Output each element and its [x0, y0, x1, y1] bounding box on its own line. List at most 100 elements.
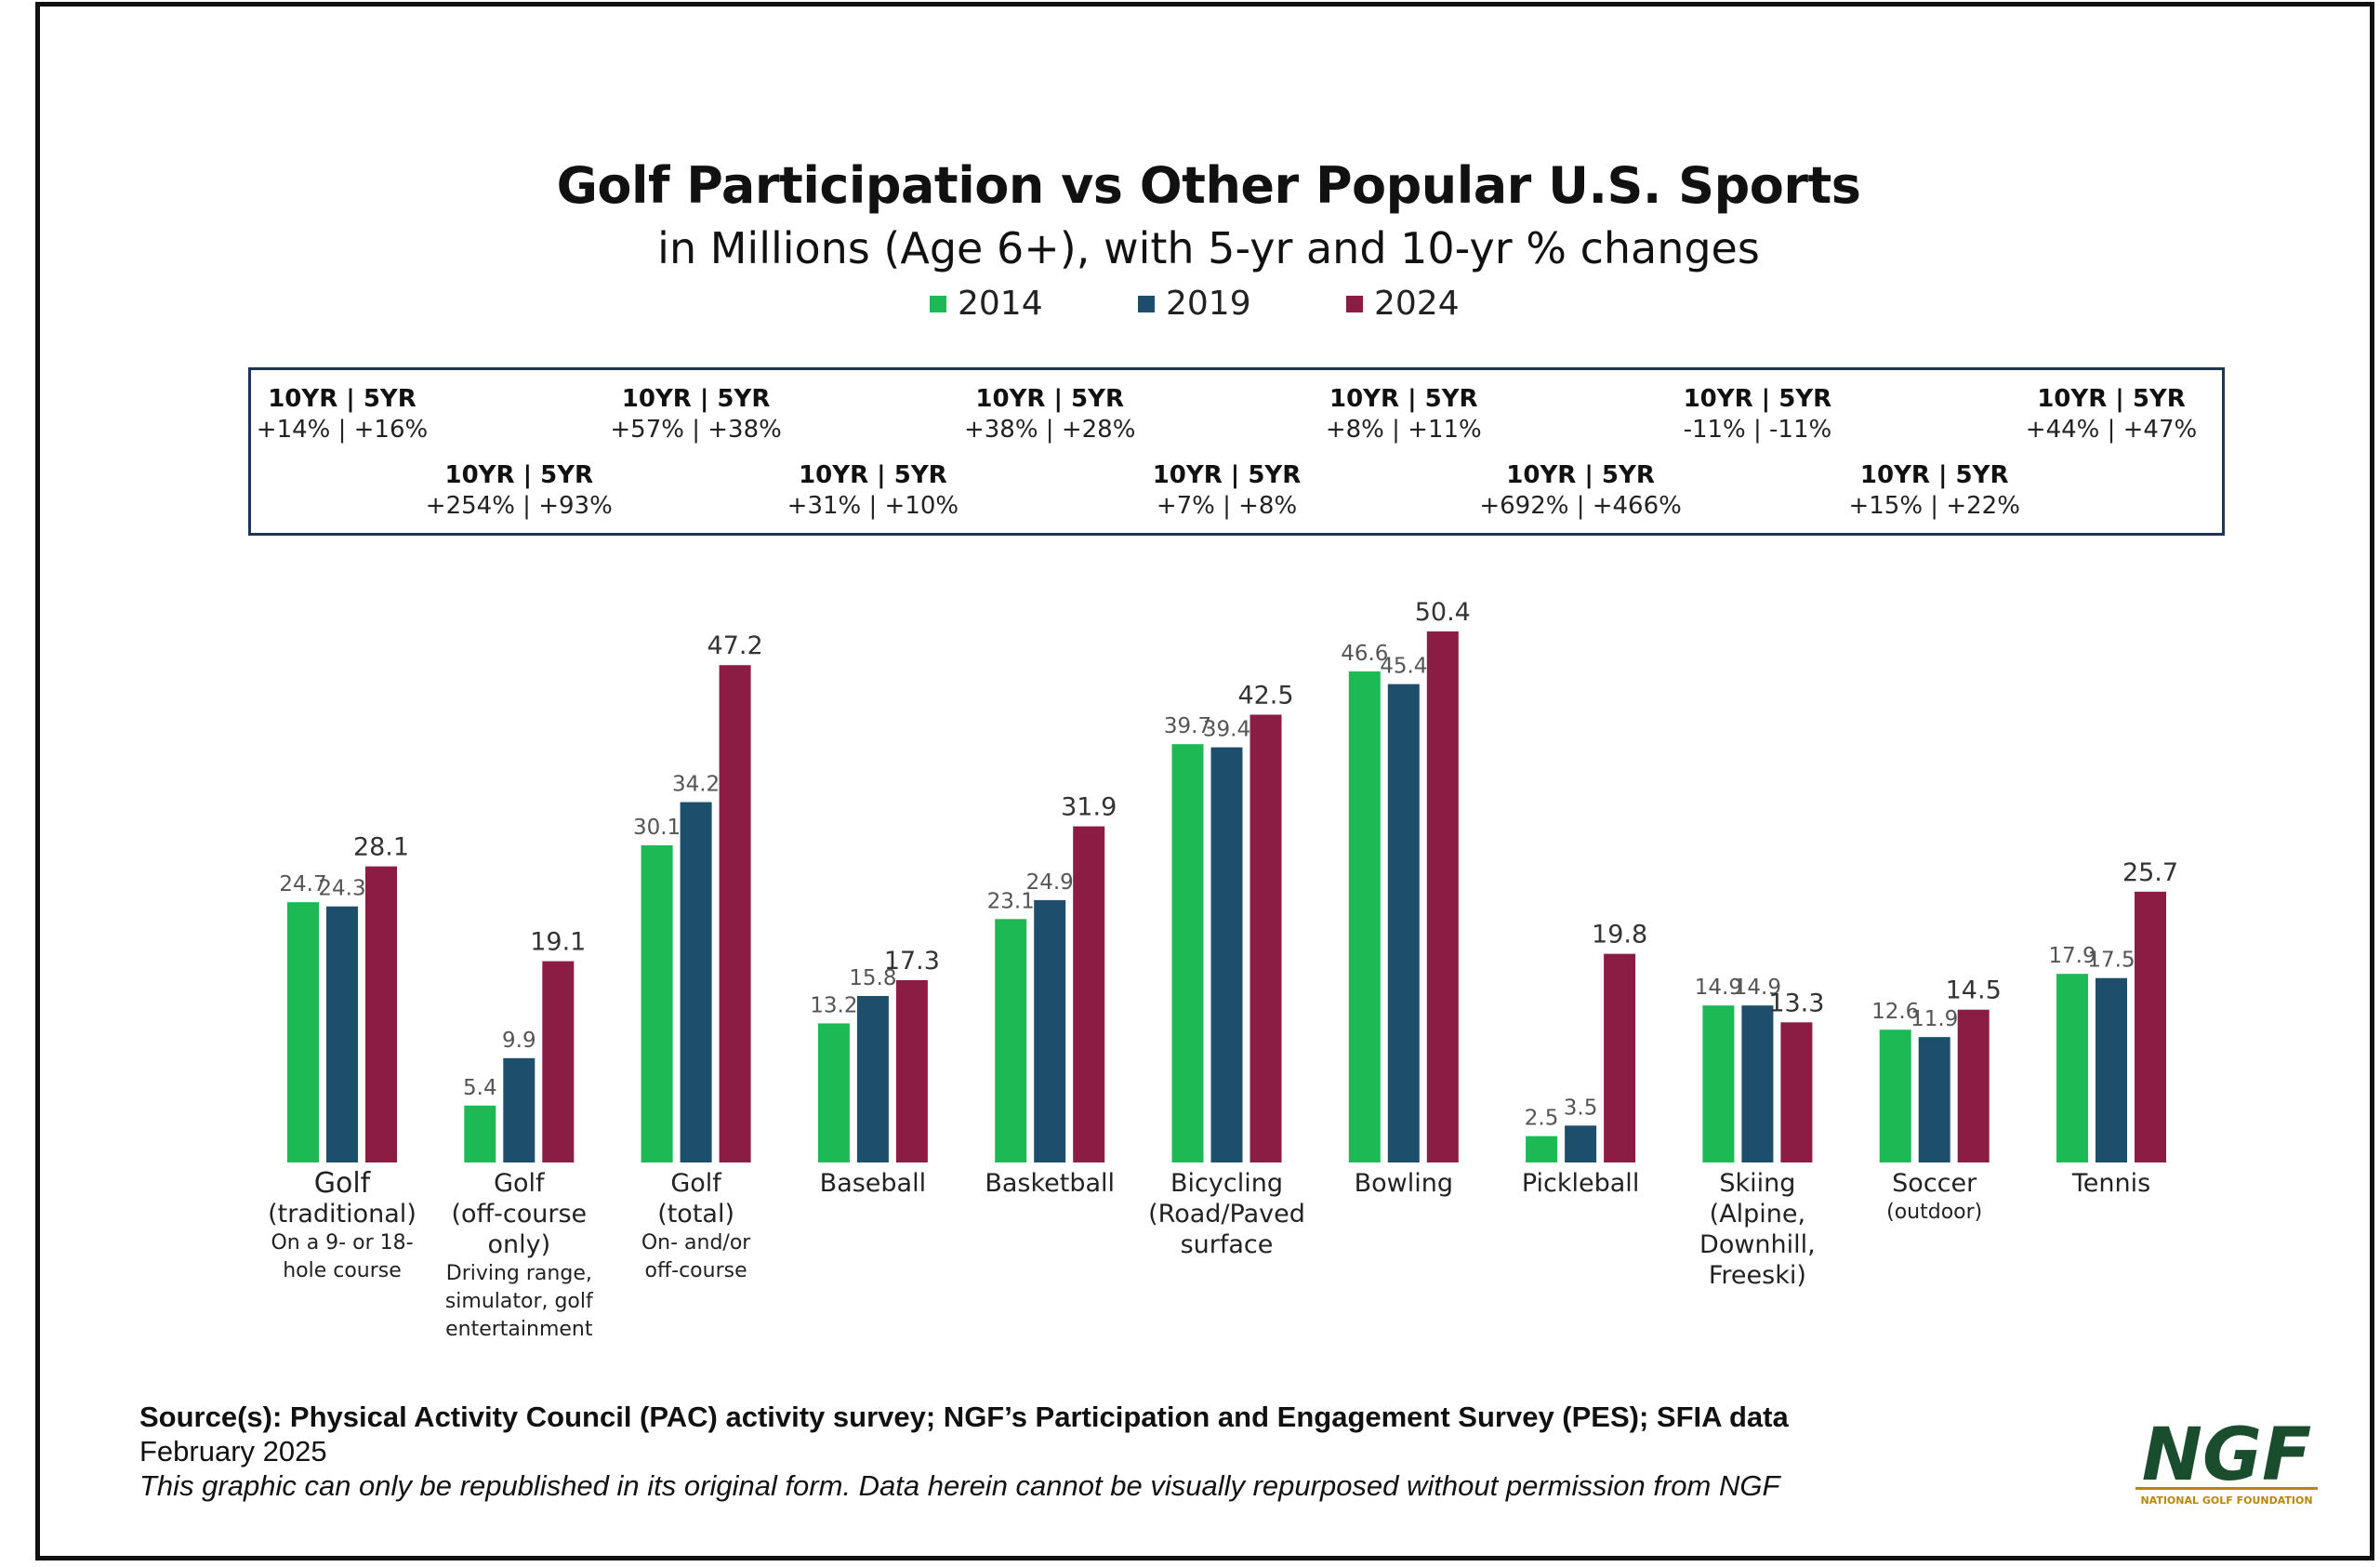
- bar-2024-6: [1426, 631, 1459, 1162]
- category-subline: On- and/or: [641, 1231, 751, 1255]
- legend-item-2014: 2014: [930, 285, 1138, 323]
- data-label: 12.6: [1871, 1000, 1919, 1024]
- category-line: Golf: [494, 1169, 545, 1198]
- category-line: (total): [657, 1200, 734, 1228]
- bar-2019-1: [503, 1057, 536, 1162]
- category-label-0: Golf (traditional) On a 9- or 18- hole cour…: [235, 1168, 449, 1285]
- data-label: 9.9: [502, 1029, 536, 1053]
- date-line: February 2025: [139, 1435, 327, 1467]
- legend-swatch: [1138, 295, 1155, 312]
- percent-change-value: +7% | +8%: [1156, 492, 1298, 520]
- category-subline: Driving range,: [445, 1262, 592, 1285]
- category-line: Bowling: [1354, 1169, 1453, 1198]
- data-label: 23.1: [987, 889, 1035, 913]
- data-label: 28.1: [353, 833, 409, 862]
- bar-2019-3: [856, 995, 889, 1162]
- percent-change-header: 10YR | 5YR: [799, 461, 947, 489]
- data-label: 42.5: [1237, 681, 1293, 710]
- percent-change-value: +14% | +16%: [256, 416, 429, 444]
- category-label-1: Golf (off-course only) Driving range, simula…: [412, 1168, 626, 1344]
- percent-change-header: 10YR | 5YR: [975, 385, 1124, 413]
- bar-2019-10: [2096, 977, 2127, 1162]
- category-line: (Alpine,: [1709, 1200, 1806, 1228]
- category-line: (off-course: [451, 1200, 588, 1228]
- data-label: 2.5: [1525, 1107, 1559, 1131]
- data-label: 50.4: [1415, 598, 1471, 627]
- disclaimer-line: This graphic can only be republished in …: [139, 1469, 1780, 1502]
- data-label: 30.1: [633, 816, 681, 840]
- category-label-10: Tennis: [2004, 1168, 2218, 1199]
- category-label-3: Baseball: [766, 1168, 980, 1199]
- bar-2014-10: [2056, 974, 2088, 1162]
- percent-change-value: +254% | +93%: [425, 492, 613, 520]
- data-label: 24.3: [318, 877, 365, 901]
- legend-swatch: [1346, 295, 1363, 312]
- data-label: 47.2: [707, 631, 763, 660]
- category-line: only): [487, 1230, 551, 1259]
- percent-change-header: 10YR | 5YR: [1152, 461, 1302, 489]
- percent-change-7: 10YR | 5YR +692% | +466%: [1478, 459, 1683, 521]
- category-line: Downhill,: [1699, 1230, 1816, 1259]
- bar-2019-4: [1034, 899, 1066, 1162]
- percent-change-header: 10YR | 5YR: [268, 385, 416, 413]
- data-label: 17.5: [2087, 949, 2135, 973]
- chart-title: Golf Participation vs Other Popular U.S.…: [556, 156, 1861, 215]
- percent-change-8: 10YR | 5YR -11% | -11%: [1655, 383, 1859, 445]
- source-note: Source(s): Physical Activity Council (PA…: [139, 1400, 1789, 1503]
- bar-2014-8: [1702, 1005, 1735, 1162]
- legend-label: 2014: [958, 285, 1043, 323]
- bar-2014-5: [1171, 744, 1204, 1162]
- bar-2024-7: [1604, 953, 1636, 1162]
- data-label: 17.9: [2048, 944, 2096, 968]
- category-line: Soccer: [1892, 1169, 1977, 1198]
- percent-change-10: 10YR | 5YR +44% | +47%: [2009, 383, 2214, 445]
- category-line: (Road/Paved: [1148, 1200, 1305, 1228]
- data-label: 13.3: [1768, 989, 1824, 1017]
- legend-swatch: [930, 295, 946, 312]
- percent-change-value: +15% | +22%: [1848, 492, 2020, 520]
- percent-change-value: -11% | -11%: [1683, 416, 1832, 444]
- data-label: 14.9: [1734, 976, 1781, 1000]
- legend-label: 2019: [1166, 285, 1251, 323]
- legend-label: 2024: [1374, 285, 1460, 323]
- category-label-2: Golf (total) On- and/or off-course: [589, 1168, 803, 1285]
- category-line: Baseball: [819, 1169, 927, 1198]
- outer-frame: [35, 2, 2374, 1560]
- bar-2014-0: [287, 902, 319, 1162]
- percent-change-0: 10YR | 5YR +14% | +16%: [240, 383, 444, 445]
- percent-changes-box: [248, 367, 2225, 536]
- percent-change-value: +31% | +10%: [787, 492, 959, 520]
- data-label: 13.2: [810, 993, 857, 1017]
- bar-2024-0: [365, 866, 397, 1162]
- bar-2019-5: [1210, 747, 1243, 1162]
- data-label: 14.9: [1695, 976, 1742, 1000]
- percent-change-header: 10YR | 5YR: [2037, 385, 2186, 413]
- bar-2024-4: [1073, 826, 1105, 1162]
- data-label: 24.9: [1026, 870, 1074, 895]
- percent-change-header: 10YR | 5YR: [1506, 461, 1655, 489]
- bar-2019-7: [1565, 1125, 1597, 1162]
- category-line: Freeski): [1708, 1261, 1806, 1290]
- percent-change-6: 10YR | 5YR +8% | +11%: [1302, 383, 1506, 445]
- ngf-logo: NGF NATIONAL GOLF FOUNDATION: [2135, 1418, 2318, 1507]
- bar-2019-6: [1387, 684, 1420, 1162]
- category-subline: On a 9- or 18-: [271, 1231, 414, 1255]
- percent-change-header: 10YR | 5YR: [621, 385, 771, 413]
- category-line: Basketball: [985, 1169, 1116, 1198]
- chart-legend: 2014 2019 2024: [930, 285, 1460, 323]
- legend-item-2024: 2024: [1346, 285, 1460, 323]
- bar-2024-8: [1780, 1022, 1813, 1162]
- bar-2024-9: [1957, 1009, 1990, 1162]
- percent-change-value: +38% | +28%: [963, 416, 1136, 444]
- bar-2014-4: [995, 919, 1027, 1162]
- data-label: 34.2: [672, 773, 720, 797]
- category-label-9: Soccer (outdoor): [1828, 1168, 2042, 1227]
- percent-change-2: 10YR | 5YR +57% | +38%: [594, 383, 799, 445]
- category-line: Tennis: [2071, 1169, 2151, 1198]
- category-subline: off-course: [644, 1259, 747, 1282]
- bar-2024-3: [895, 979, 928, 1162]
- percent-change-5: 10YR | 5YR +7% | +8%: [1125, 459, 1329, 521]
- data-label: 31.9: [1061, 793, 1117, 822]
- category-line: Skiing: [1719, 1169, 1796, 1198]
